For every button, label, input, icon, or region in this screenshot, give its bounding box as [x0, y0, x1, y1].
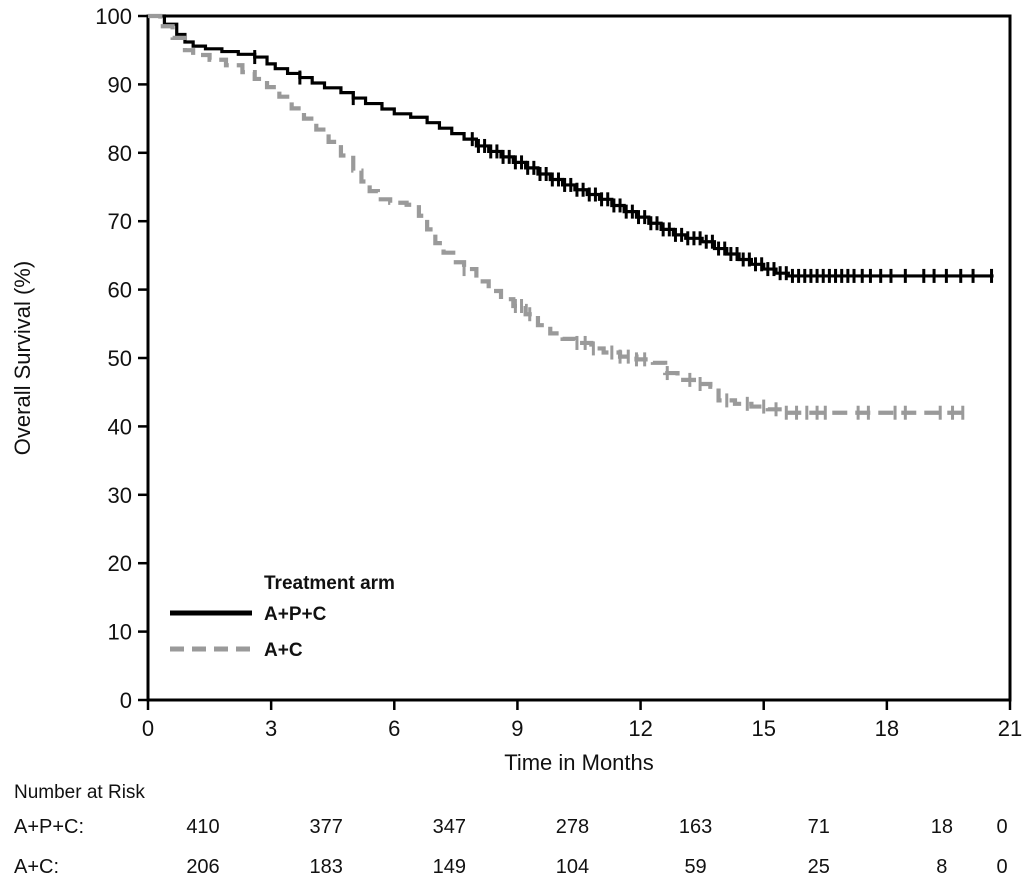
risk-table-title: Number at Risk	[14, 782, 145, 803]
risk-count: 104	[555, 856, 590, 878]
legend-title: Treatment arm	[264, 573, 395, 594]
x-tick-label: 12	[628, 716, 652, 741]
survival-curve-ac	[148, 13, 965, 415]
x-tick-label: 21	[998, 716, 1022, 741]
x-tick-label: 3	[265, 716, 277, 741]
risk-count: 18	[930, 816, 953, 838]
survival-curve-apc	[148, 14, 994, 278]
risk-count: 163	[678, 816, 713, 838]
x-tick-label: 9	[511, 716, 523, 741]
risk-row-label: A+C:	[14, 856, 60, 878]
risk-count: 377	[309, 816, 343, 838]
risk-count: 278	[555, 816, 590, 838]
x-tick-label: 0	[142, 716, 154, 741]
risk-count: 0	[996, 816, 1008, 838]
risk-count: 8	[936, 856, 948, 878]
y-tick-label: 30	[108, 483, 132, 508]
y-tick-label: 90	[108, 72, 132, 97]
risk-count: 149	[432, 856, 466, 878]
x-axis-title: Time in Months	[504, 750, 654, 775]
risk-row-label: A+P+C:	[14, 816, 85, 838]
legend-item-label: A+C	[264, 640, 303, 661]
plot-border	[146, 14, 1012, 702]
risk-count: 0	[996, 856, 1008, 878]
y-tick-label: 60	[108, 278, 132, 303]
number-at-risk-table: Number at Risk A+P+C: 410 377 347 278 163 71 18…	[0, 778, 1032, 888]
x-tick-label: 15	[751, 716, 775, 741]
risk-count: 71	[807, 816, 830, 838]
risk-count: 59	[684, 856, 707, 878]
y-axis-title: Overall Survival (%)	[10, 261, 35, 455]
y-tick-label: 80	[108, 141, 132, 166]
y-tick-label: 20	[108, 551, 132, 576]
risk-count: 206	[186, 856, 220, 878]
risk-count: 347	[432, 816, 466, 838]
y-tick-label: 50	[108, 346, 132, 371]
y-tick-label: 10	[108, 620, 132, 645]
risk-count: 183	[309, 856, 343, 878]
x-tick-label: 6	[388, 716, 400, 741]
y-tick-label: 70	[108, 209, 132, 234]
y-tick-label: 40	[108, 414, 132, 439]
x-tick-label: 18	[875, 716, 899, 741]
y-tick-label: 100	[95, 4, 132, 29]
risk-count: 410	[186, 816, 220, 838]
legend-item-label: A+P+C	[264, 604, 327, 625]
survival-chart: 0 10 20 30 40 50 60 70 80 90 100 0 3 6 9 12 15 18 21 Treatm…	[10, 4, 1022, 775]
risk-count: 25	[807, 856, 830, 878]
y-tick-label: 0	[120, 688, 132, 713]
